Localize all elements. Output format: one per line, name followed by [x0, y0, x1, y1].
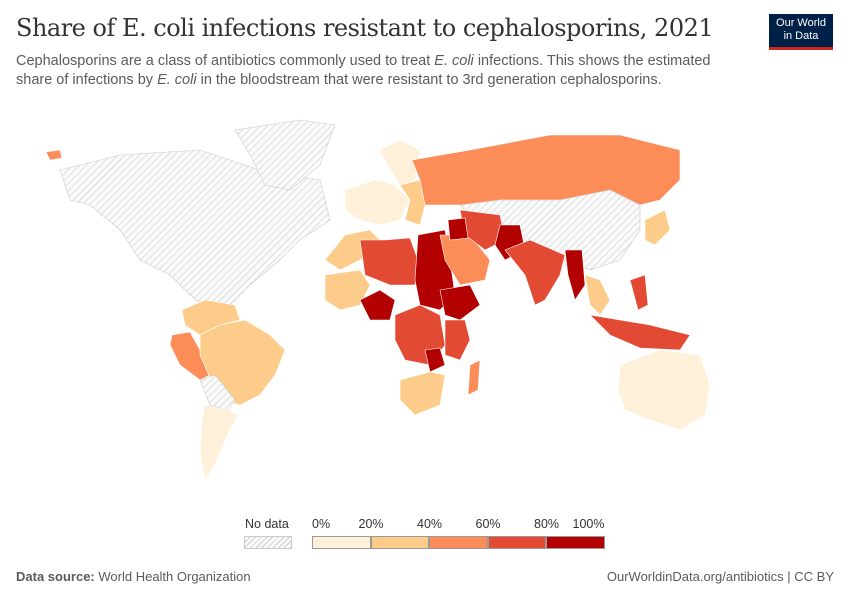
country-myanmar[interactable] [564, 249, 586, 301]
country-greenland[interactable] [234, 119, 336, 191]
legend-bin[interactable] [312, 536, 371, 549]
subtitle-italic: E. coli [434, 53, 474, 69]
legend-tick-label: 40% [417, 517, 443, 531]
legend-bin[interactable] [429, 536, 488, 549]
country-west-africa[interactable] [324, 269, 371, 311]
subtitle-italic: E. coli [157, 72, 197, 88]
country-east-africa[interactable] [444, 319, 471, 361]
country-southern-africa[interactable] [399, 371, 446, 416]
legend-tick-label: 80% [534, 517, 560, 531]
country-indonesia[interactable] [589, 314, 691, 351]
owid-logo[interactable]: Our World in Data [769, 14, 833, 50]
legend-bin[interactable] [546, 536, 605, 549]
source-name: World Health Organization [98, 569, 251, 584]
legend-bin[interactable] [487, 536, 546, 549]
world-map[interactable] [0, 110, 850, 510]
legend-tick-label: 60% [475, 517, 501, 531]
country-bolivia-paraguay[interactable] [199, 374, 236, 411]
country-argentina-chile[interactable] [199, 404, 239, 481]
country-libya-algeria[interactable] [359, 237, 419, 286]
country-ethiopia[interactable] [439, 284, 481, 321]
footer-link[interactable]: OurWorldinData.org/antibiotics | CC BY [606, 569, 834, 584]
country-western-europe[interactable] [344, 179, 411, 226]
country-philippines[interactable] [629, 274, 649, 311]
country-india[interactable] [504, 239, 566, 306]
country-australia[interactable] [617, 349, 711, 431]
country-southeast-asia[interactable] [584, 274, 611, 316]
country-japan[interactable] [644, 209, 671, 246]
chart-title: Share of E. coli infections resistant to… [16, 14, 714, 42]
country-russia[interactable] [411, 134, 681, 206]
logo-line: Our World [776, 17, 826, 29]
legend: No data 0% 20% 40% 60% 80% 100% [240, 516, 620, 556]
source-label: Data source: [16, 569, 95, 584]
legend-tick-label: 100% [572, 517, 605, 531]
data-source: Data source: World Health Organization [16, 569, 251, 584]
country-colombia-venezuela[interactable] [181, 299, 241, 336]
legend-tick-label: 0% [312, 517, 331, 531]
country-peru[interactable] [169, 331, 211, 381]
subtitle-text: Cephalosporins are a class of antibiotic… [16, 53, 435, 69]
country-north-america[interactable] [59, 149, 331, 311]
legend-no-data-swatch [244, 536, 292, 549]
subtitle-text: infections. This shows the estimated sha… [16, 53, 711, 88]
country-scandinavia[interactable] [379, 139, 421, 186]
legend-no-data-label: No data [245, 517, 289, 531]
country-nigeria[interactable] [359, 289, 396, 321]
country-iraq[interactable] [447, 217, 469, 241]
country-iceland[interactable] [45, 149, 63, 161]
subtitle-text: in the bloodstream that were resistant t… [196, 72, 662, 88]
country-zimbabwe-malawi[interactable] [424, 347, 446, 373]
legend-bin[interactable] [370, 536, 429, 549]
legend-tick-label: 20% [358, 517, 384, 531]
country-madagascar[interactable] [467, 359, 481, 396]
logo-line: in Data [783, 30, 819, 42]
chart-subtitle: Cephalosporins are a class of antibiotic… [16, 52, 736, 90]
